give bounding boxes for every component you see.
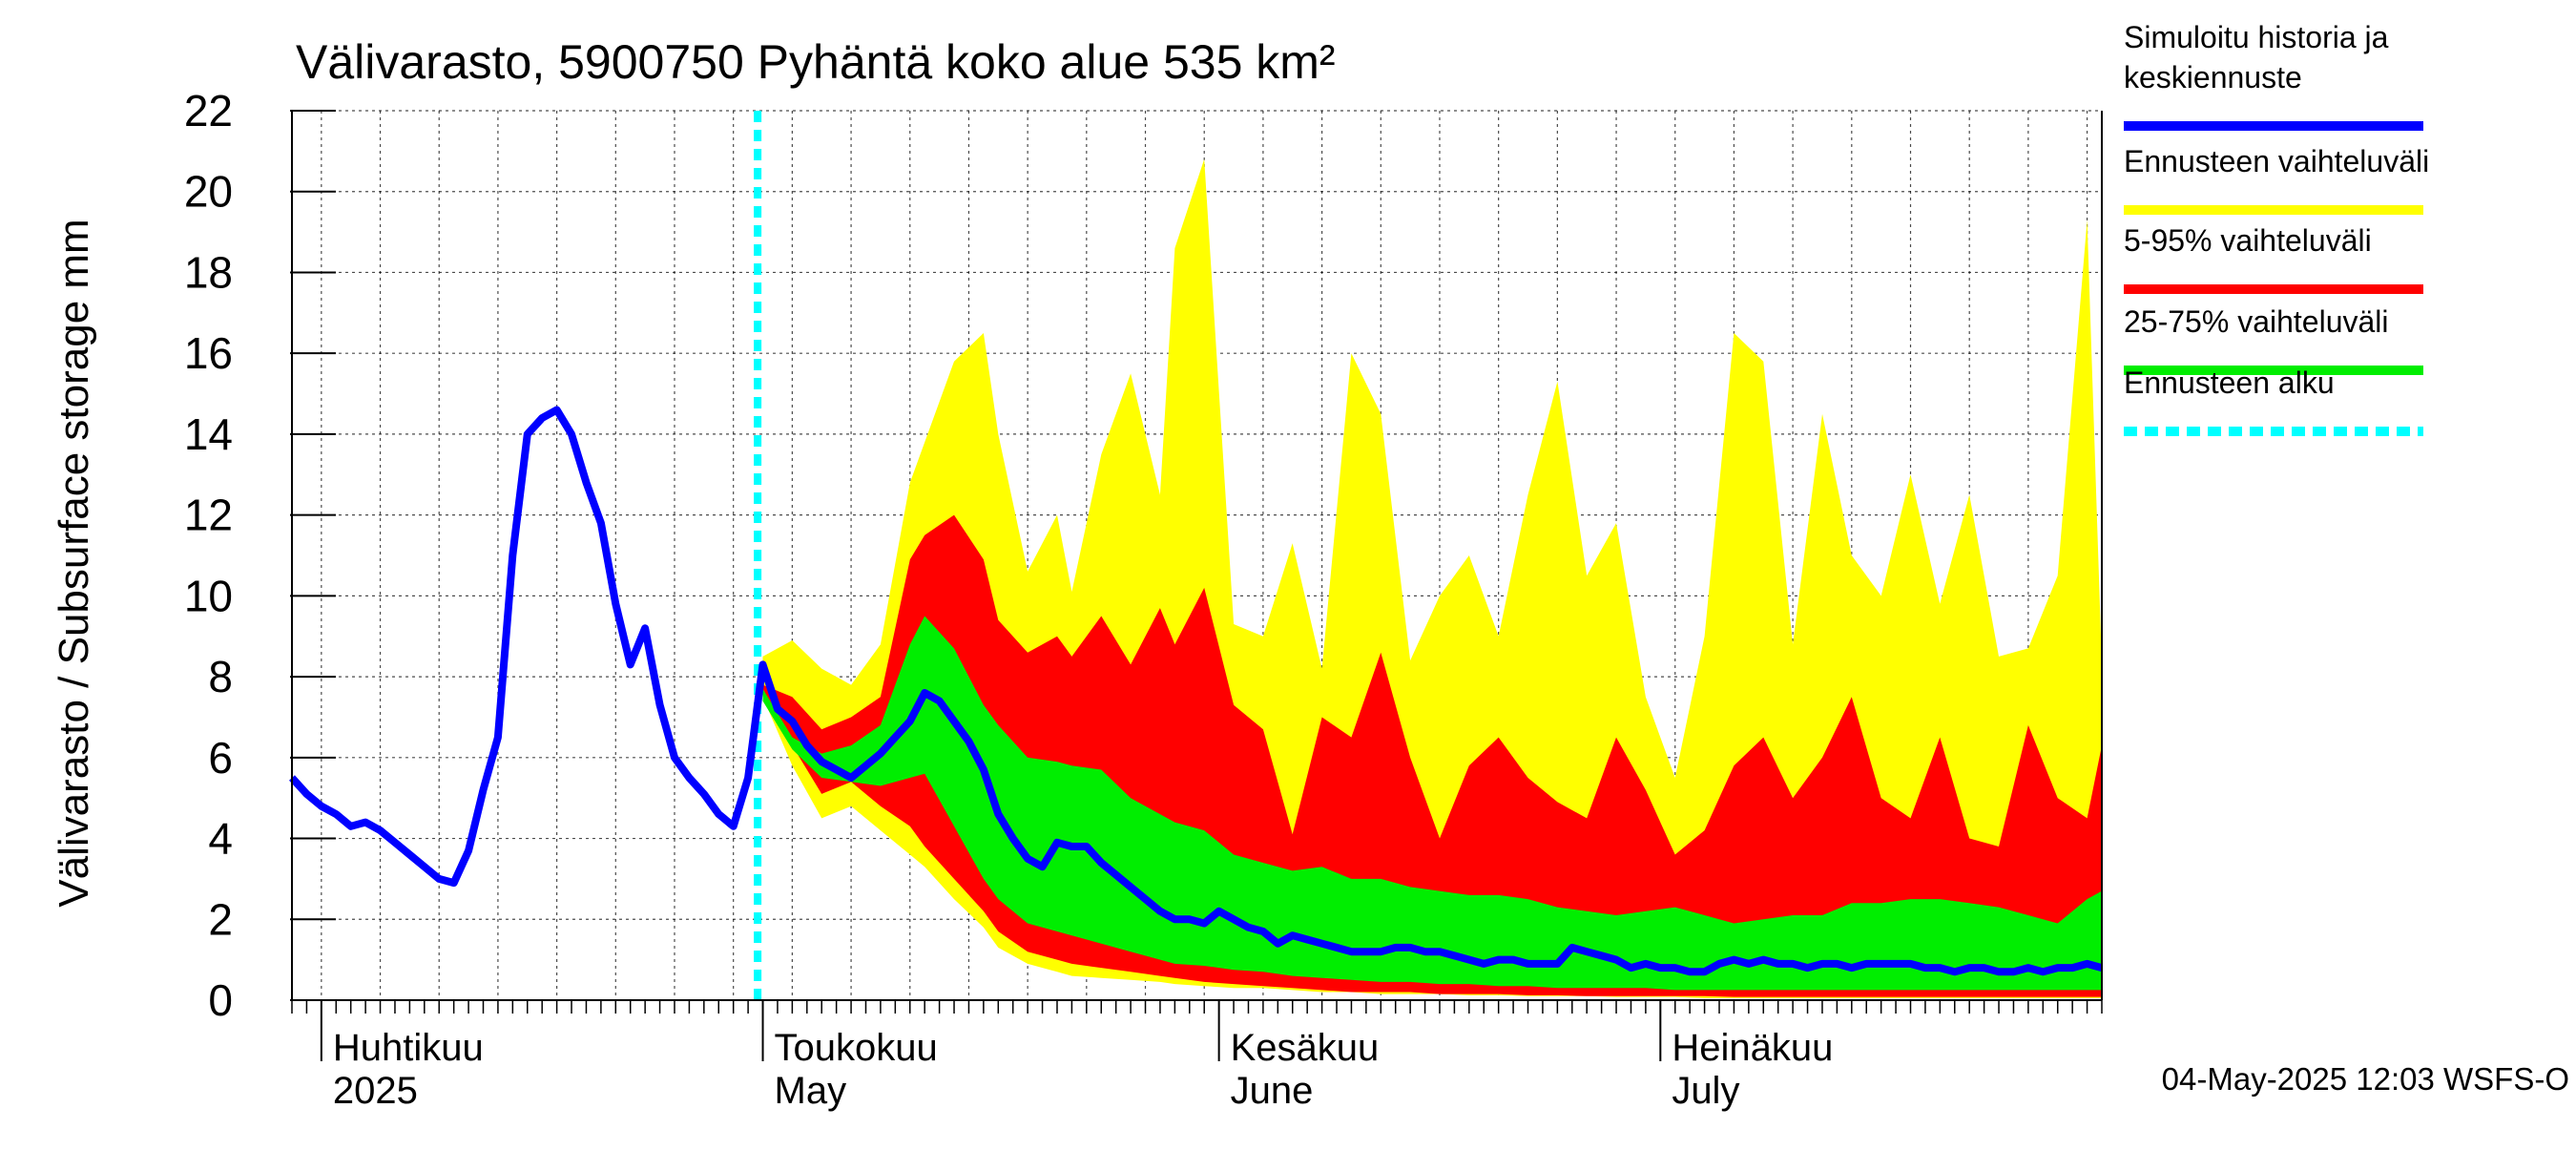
timestamp: 04-May-2025 12:03 WSFS-O	[2162, 1061, 2569, 1097]
legend-label: Ennusteen alku	[2124, 366, 2335, 400]
series-line-history-median	[289, 406, 2104, 976]
y-tick-label: 18	[184, 247, 233, 297]
y-axis-label: Välivarasto / Subsurface storage mm	[51, 219, 97, 907]
band-25-75-vaihteluv-li	[762, 616, 2102, 991]
x-month-label: Heinäkuu	[1672, 1027, 1833, 1069]
y-tick-label: 8	[208, 652, 233, 701]
y-tick-label: 2	[208, 894, 233, 944]
legend-label: 25-75% vaihteluväli	[2124, 304, 2389, 339]
chart-title: Välivarasto, 5900750 Pyhäntä koko alue 5…	[296, 35, 1336, 89]
y-tick-label: 6	[208, 733, 233, 783]
y-tick-label: 22	[184, 86, 233, 136]
y-tick-label: 10	[184, 571, 233, 620]
forecast-bands	[762, 158, 2102, 998]
x-month-label: Toukokuu	[775, 1027, 938, 1069]
y-tick-label: 20	[184, 167, 233, 217]
grid	[292, 110, 2102, 1000]
y-tick-label: 16	[184, 328, 233, 378]
x-month-sublabel: May	[775, 1070, 847, 1112]
legend-label: Simuloitu historia ja	[2124, 20, 2389, 54]
legend: Simuloitu historia ja keskiennuste Ennuste…	[2124, 20, 2429, 436]
legend-label: 5-95% vaihteluväli	[2124, 223, 2372, 258]
series-lines	[289, 111, 2104, 1000]
y-tick-label: 0	[208, 975, 233, 1025]
x-month-sublabel: June	[1231, 1070, 1314, 1112]
x-month-label: Kesäkuu	[1231, 1027, 1380, 1069]
y-tick-label: 14	[184, 409, 233, 459]
y-tick-label: 4	[208, 814, 233, 864]
x-month-sublabel: 2025	[333, 1070, 418, 1112]
x-month-label: Huhtikuu	[333, 1027, 484, 1069]
x-month-sublabel: July	[1672, 1070, 1739, 1112]
legend-label: keskiennuste	[2124, 60, 2302, 94]
y-tick-label: 12	[184, 491, 233, 540]
legend-label: Ennusteen vaihteluväli	[2124, 144, 2429, 178]
